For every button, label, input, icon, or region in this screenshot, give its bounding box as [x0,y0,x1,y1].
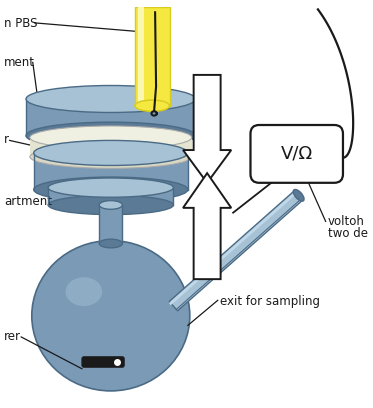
Text: two de: two de [327,227,367,240]
Polygon shape [99,205,122,244]
Text: exit for sampling: exit for sampling [220,295,320,308]
Text: n PBS: n PBS [4,17,37,30]
Text: r: r [4,133,9,146]
Ellipse shape [26,122,195,149]
FancyBboxPatch shape [251,125,343,183]
Polygon shape [30,137,192,157]
Ellipse shape [99,239,122,248]
Ellipse shape [34,140,188,166]
Ellipse shape [32,241,190,391]
Polygon shape [26,99,195,135]
Ellipse shape [99,201,122,209]
Ellipse shape [26,86,195,113]
Ellipse shape [135,100,170,111]
Text: ment: ment [4,55,35,69]
Text: rer: rer [4,330,21,343]
Ellipse shape [293,189,304,201]
Ellipse shape [30,145,192,169]
Ellipse shape [48,195,173,215]
Polygon shape [183,75,231,183]
FancyBboxPatch shape [82,357,124,367]
Ellipse shape [48,178,173,197]
Polygon shape [135,7,170,106]
Polygon shape [169,191,303,311]
Text: V/Ω: V/Ω [280,145,313,163]
Polygon shape [183,173,231,279]
Ellipse shape [136,101,169,111]
Polygon shape [48,188,173,205]
Polygon shape [138,7,144,106]
Polygon shape [34,153,188,190]
Ellipse shape [66,277,102,306]
Text: artment: artment [4,195,52,208]
Ellipse shape [34,177,188,202]
Text: voltoh: voltoh [327,215,364,228]
Ellipse shape [30,126,192,149]
